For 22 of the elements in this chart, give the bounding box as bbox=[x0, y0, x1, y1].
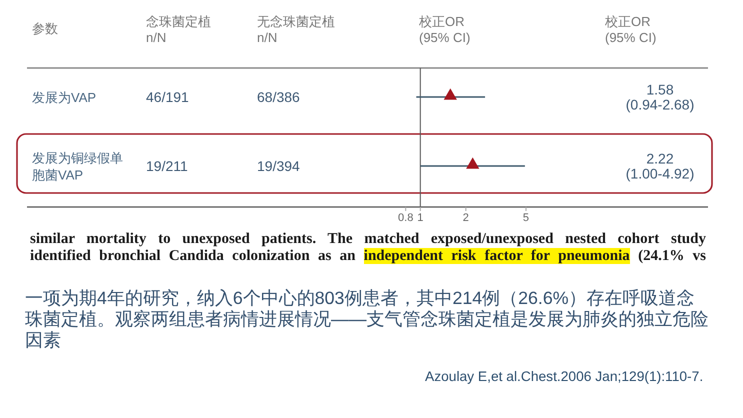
annotation: 19/211 bbox=[146, 158, 188, 174]
x-tick-label: 2 bbox=[462, 212, 469, 224]
y-tick-label: 发展为铜绿假单胞菌VAP bbox=[32, 150, 123, 182]
text: similar mortality to unexposed patients. The matched exposed/unexposed nested cohort study bbox=[30, 231, 706, 247]
text: Azoulay E,et al.Chest.2006 Jan;129(1):110-7. bbox=[425, 369, 704, 384]
annotation: 19/394 bbox=[257, 158, 300, 174]
annotation: 2.22 (1.00-4.92) bbox=[626, 150, 694, 182]
y-tick-label: 发展为VAP bbox=[32, 90, 96, 105]
text: (24.1% vs bbox=[638, 248, 706, 264]
text: 校正OR (95% CI) bbox=[604, 14, 656, 45]
x-tick-label: 0.8 bbox=[398, 212, 414, 224]
annotation: 68/386 bbox=[257, 89, 300, 105]
text: 念珠菌定植 n/N bbox=[146, 14, 211, 45]
text: 无念珠菌定植 n/N bbox=[257, 14, 335, 45]
x-tick-label: 1 bbox=[417, 212, 424, 224]
x-axis-title: 校正OR (95% CI) bbox=[418, 14, 470, 45]
x-tick-label: 5 bbox=[522, 212, 530, 224]
annotation: 46/191 bbox=[146, 89, 190, 105]
text: 一项为期4年的研究，纳入6个中心的803例患者，其中214例（26.6%）存在呼吸道念珠菌定植。观察两组患者病情进展情况——支气管念珠菌定植是发展为肺炎的独立危险因素 bbox=[25, 288, 710, 351]
y-axis-title: 参数 bbox=[32, 21, 58, 36]
annotation: 1.58 (0.94-2.68) bbox=[626, 82, 694, 112]
text: identified bronchial Candida colonization as an bbox=[30, 248, 356, 264]
